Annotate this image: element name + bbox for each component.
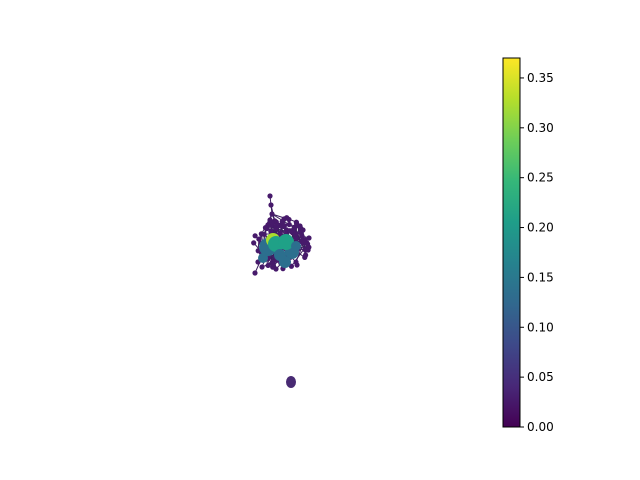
graph-node bbox=[267, 193, 273, 199]
graph-node bbox=[303, 247, 309, 253]
graph-node bbox=[268, 202, 274, 208]
graph-node bbox=[251, 240, 257, 246]
graph-node bbox=[252, 270, 258, 276]
graph-node bbox=[293, 220, 300, 226]
graph-hub-node bbox=[278, 234, 294, 250]
colorbar-tick-label: 0.20 bbox=[527, 221, 554, 235]
graph-node bbox=[294, 262, 300, 268]
colorbar-ticks: 0.00 0.05 0.10 0.15 0.20 0.25 0.30 0.35 bbox=[520, 71, 554, 434]
graph-node bbox=[252, 233, 258, 239]
graph-node bbox=[267, 217, 273, 223]
colorbar-tick-label: 0.30 bbox=[527, 121, 554, 135]
graph-node bbox=[302, 254, 308, 261]
graph-node bbox=[293, 235, 299, 241]
graph-node bbox=[269, 211, 275, 217]
graph-node bbox=[301, 239, 307, 245]
graph-node bbox=[270, 260, 276, 267]
colorbar: 0.00 0.05 0.10 0.15 0.20 0.25 0.30 0.35 bbox=[502, 57, 554, 434]
graph-hub-node bbox=[258, 253, 268, 263]
colorbar-gradient bbox=[502, 57, 521, 428]
graph-node bbox=[292, 231, 299, 237]
graph-node bbox=[258, 231, 264, 237]
graph-node bbox=[281, 216, 287, 222]
colorbar-tick-label: 0.10 bbox=[527, 320, 554, 334]
graph-hub-node bbox=[274, 249, 286, 261]
graph-node bbox=[273, 266, 279, 272]
colorbar-tick-label: 0.15 bbox=[527, 270, 554, 284]
graph-node bbox=[299, 233, 305, 239]
graph-node bbox=[268, 228, 274, 234]
graph-node bbox=[286, 376, 296, 388]
graph-node bbox=[306, 235, 312, 241]
isolated-component bbox=[286, 376, 296, 388]
graph-node bbox=[262, 225, 269, 231]
graph-node bbox=[281, 223, 287, 229]
colorbar-tick-label: 0.25 bbox=[527, 171, 554, 185]
graph-node bbox=[300, 227, 306, 233]
colorbar-tick-label: 0.00 bbox=[527, 420, 554, 434]
graph-node bbox=[259, 264, 265, 270]
colorbar-tick-label: 0.05 bbox=[527, 370, 554, 384]
graph-hub-node bbox=[291, 241, 301, 251]
graph-node bbox=[273, 225, 279, 231]
colorbar-tick-label: 0.35 bbox=[527, 71, 554, 85]
graph-node bbox=[256, 236, 262, 242]
graph-node bbox=[297, 223, 303, 229]
graph-nodes bbox=[251, 193, 312, 276]
graph-node bbox=[287, 228, 293, 234]
graph-node bbox=[265, 262, 271, 269]
graph-node bbox=[286, 221, 292, 228]
